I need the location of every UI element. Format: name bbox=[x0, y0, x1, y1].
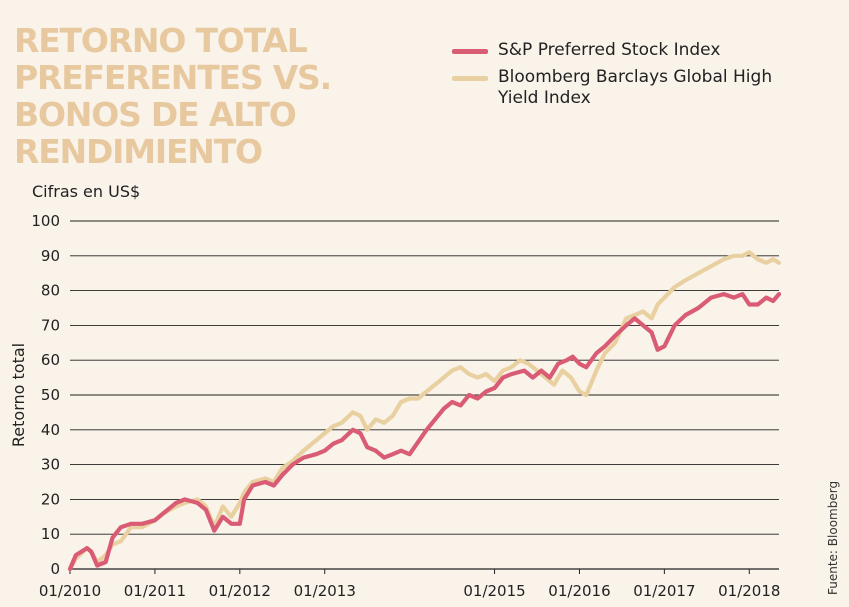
y-tick-label: 80 bbox=[41, 282, 60, 300]
y-tick-label: 40 bbox=[41, 421, 60, 439]
chart-title-line: PREFERENTES VS. bbox=[14, 58, 332, 97]
legend-swatch-high-yield bbox=[452, 76, 488, 81]
y-tick-label: 90 bbox=[41, 247, 60, 265]
chart-title-line: BONOS DE ALTO bbox=[14, 95, 297, 134]
x-tick-label: 01/2016 bbox=[548, 582, 610, 600]
chart-title-line: RETORNO TOTAL bbox=[14, 21, 308, 60]
y-tick-label: 50 bbox=[41, 386, 60, 404]
y-tick-label: 100 bbox=[31, 212, 60, 230]
x-tick-label: 01/2013 bbox=[294, 582, 356, 600]
chart-title: RETORNO TOTAL PREFERENTES VS. BONOS DE A… bbox=[14, 22, 414, 170]
series-line-high-yield bbox=[67, 250, 782, 572]
x-tick-label: 01/2018 bbox=[718, 582, 780, 600]
y-axis-title: Retorno total bbox=[9, 343, 28, 447]
chart-title-line: RENDIMIENTO bbox=[14, 132, 263, 171]
y-tick-label: 0 bbox=[50, 560, 60, 578]
chart-legend: S&P Preferred Stock Index Bloomberg Barc… bbox=[452, 40, 832, 115]
y-tick-label: 30 bbox=[41, 456, 60, 474]
legend-item-preferred: S&P Preferred Stock Index bbox=[452, 40, 832, 61]
y-tick-label: 70 bbox=[41, 316, 60, 334]
x-tick-label: 01/2011 bbox=[124, 582, 186, 600]
x-tick-label: 01/2012 bbox=[209, 582, 271, 600]
source-note: Fuente: Bloomberg bbox=[826, 480, 840, 595]
chart-subtitle: Cifras en US$ bbox=[32, 182, 141, 201]
y-tick-label: 20 bbox=[41, 490, 60, 508]
y-tick-label: 10 bbox=[41, 525, 60, 543]
x-tick-label: 01/2017 bbox=[633, 582, 695, 600]
y-tick-label: 60 bbox=[41, 351, 60, 369]
x-tick-label: 01/2010 bbox=[39, 582, 101, 600]
legend-label-high-yield: Bloomberg Barclays Global High Yield Ind… bbox=[498, 67, 773, 108]
x-tick-label: 01/2015 bbox=[463, 582, 525, 600]
legend-label-preferred: S&P Preferred Stock Index bbox=[498, 40, 721, 60]
series-line-preferred bbox=[67, 292, 782, 572]
legend-swatch-preferred bbox=[452, 49, 488, 54]
legend-item-high-yield: Bloomberg Barclays Global High Yield Ind… bbox=[452, 67, 832, 109]
